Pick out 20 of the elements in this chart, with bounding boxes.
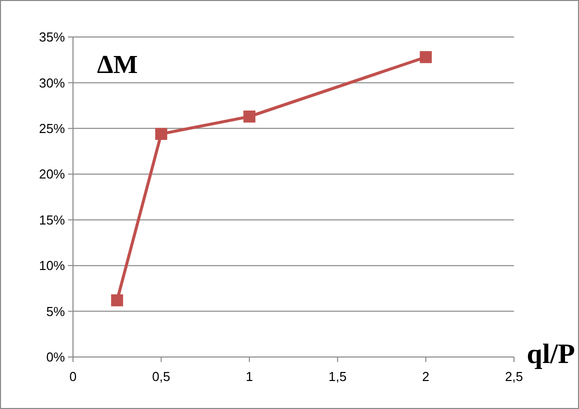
y-axis-title: ΔM xyxy=(97,50,138,79)
y-tick-label: 5% xyxy=(46,304,66,319)
y-tick-label: 10% xyxy=(38,258,66,274)
point xyxy=(155,128,168,140)
y-tick-label: 25% xyxy=(38,120,66,136)
y-tick-label: 30% xyxy=(38,75,66,90)
point xyxy=(111,294,124,306)
x-axis-title: ql/P xyxy=(526,339,575,370)
point xyxy=(420,51,432,64)
x-tick-label: 1,5 xyxy=(328,369,347,384)
x-tick-label: 0,5 xyxy=(152,369,170,384)
point xyxy=(243,110,256,123)
x-tick-label: 2 xyxy=(422,369,430,384)
x-tick-label: 1 xyxy=(246,369,254,384)
x-tick-label: 2,5 xyxy=(504,369,524,384)
y-tick-label: 15% xyxy=(38,212,66,228)
y-tick-label: 0% xyxy=(46,350,66,365)
y-tick-label: 35% xyxy=(38,30,66,45)
y-tick-label: 20% xyxy=(38,166,66,182)
x-tick-label: 0 xyxy=(69,369,77,384)
